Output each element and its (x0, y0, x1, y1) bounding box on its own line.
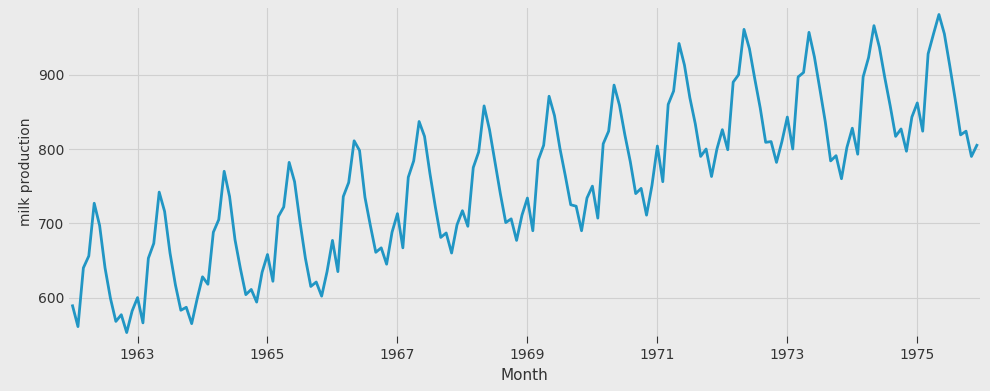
Y-axis label: milk production: milk production (19, 118, 33, 226)
X-axis label: Month: Month (501, 368, 548, 383)
